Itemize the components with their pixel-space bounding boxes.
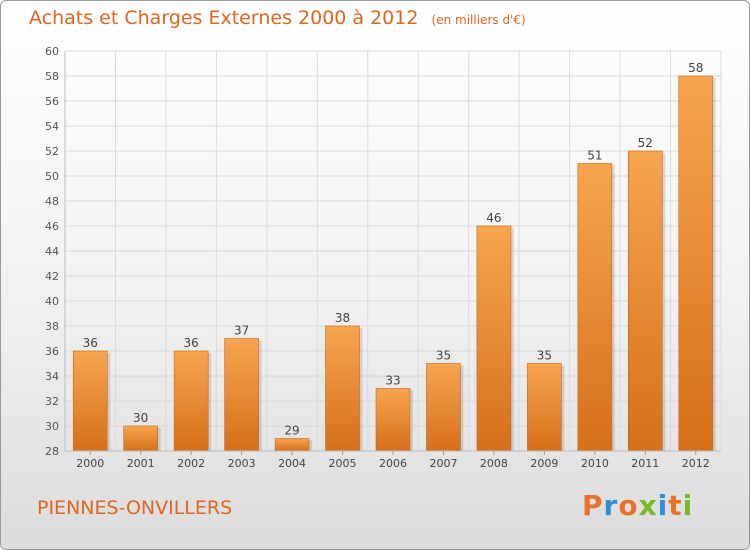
title-row: Achats et Charges Externes 2000 à 2012 (…: [29, 7, 526, 29]
y-tick-label: 28: [45, 445, 59, 458]
x-tick-label: 2008: [480, 457, 508, 470]
bar: [274, 438, 310, 452]
x-tick-label: 2012: [682, 457, 710, 470]
y-tick-label: 42: [45, 270, 59, 283]
y-tick-label: 44: [45, 245, 59, 258]
y-tick-label: 34: [45, 370, 59, 383]
bar-value-label: 36: [184, 336, 199, 350]
x-tick-label: 2004: [278, 457, 306, 470]
bar: [173, 350, 209, 452]
bar: [476, 225, 512, 452]
x-tick-label: 2010: [581, 457, 609, 470]
city-name: PIENNES-ONVILLERS: [37, 497, 233, 519]
y-tick-label: 50: [45, 170, 59, 183]
bar-value-label: 58: [688, 61, 703, 75]
bar-value-label: 35: [436, 349, 451, 363]
y-tick-label: 48: [45, 195, 59, 208]
x-tick-label: 2000: [76, 457, 104, 470]
bar-value-label: 51: [587, 149, 602, 163]
proxiti-logo: Proxiti: [582, 489, 693, 522]
bar: [678, 75, 714, 452]
bar-value-label: 52: [638, 136, 653, 150]
y-tick-label: 38: [45, 320, 59, 333]
bar: [123, 425, 158, 452]
y-tick-label: 30: [45, 420, 59, 433]
logo-letter: x: [638, 489, 658, 522]
x-tick-label: 2006: [379, 457, 407, 470]
bar-value-label: 36: [83, 336, 98, 350]
bar-value-label: 33: [385, 374, 400, 388]
x-tick-label: 2003: [228, 457, 256, 470]
x-tick-label: 2009: [530, 457, 558, 470]
logo-letter: r: [603, 489, 619, 522]
bar-value-label: 37: [234, 324, 249, 338]
bar-value-label: 46: [486, 211, 501, 225]
logo-letter: P: [582, 489, 604, 522]
logo-letter: o: [618, 489, 639, 522]
bar-value-label: 29: [284, 424, 299, 438]
bar: [375, 388, 411, 452]
bar-value-label: 38: [335, 311, 350, 325]
bar-value-label: 35: [537, 349, 552, 363]
logo-letter: i: [657, 489, 669, 522]
x-tick-label: 2011: [631, 457, 659, 470]
y-tick-label: 56: [45, 95, 59, 108]
bar: [224, 338, 259, 452]
y-tick-label: 58: [45, 70, 59, 83]
x-tick-label: 2005: [329, 457, 357, 470]
x-tick-label: 2001: [127, 457, 155, 470]
chart-title: Achats et Charges Externes 2000 à 2012: [29, 7, 419, 29]
y-tick-label: 36: [45, 345, 59, 358]
y-tick-label: 32: [45, 395, 59, 408]
y-tick-label: 60: [45, 45, 59, 58]
x-tick-label: 2002: [177, 457, 205, 470]
bar: [527, 363, 562, 452]
y-tick-label: 52: [45, 145, 59, 158]
bar-value-label: 30: [133, 411, 148, 425]
x-tick-label: 2007: [429, 457, 457, 470]
y-tick-label: 54: [45, 120, 59, 133]
logo-letter: i: [682, 489, 694, 522]
bar: [628, 150, 663, 452]
y-tick-label: 40: [45, 295, 59, 308]
logo-letter: t: [668, 489, 683, 522]
bar: [577, 163, 613, 452]
bar: [72, 350, 108, 452]
y-tick-label: 46: [45, 220, 59, 233]
bar: [426, 363, 461, 452]
chart-subtitle: (en milliers d'€): [431, 13, 526, 27]
bar: [325, 325, 360, 452]
